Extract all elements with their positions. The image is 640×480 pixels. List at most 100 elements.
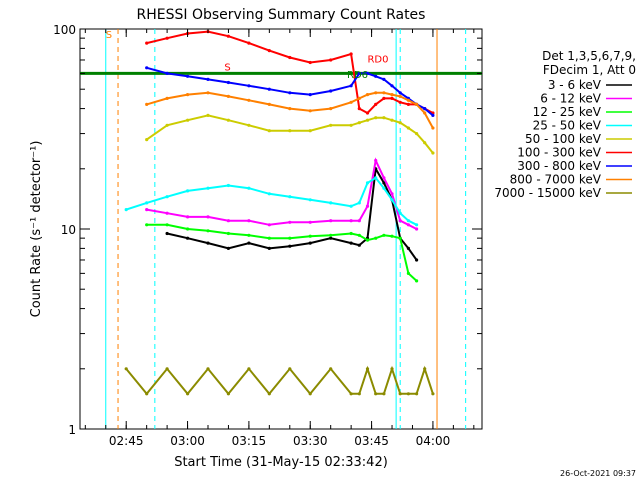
data-point <box>390 96 394 100</box>
series-1 <box>145 157 419 231</box>
series-3 <box>124 176 419 227</box>
data-point <box>329 123 333 127</box>
data-point <box>226 183 230 188</box>
annotation-label: S <box>224 63 230 74</box>
data-point <box>390 93 394 97</box>
legend-label: 300 - 800 keV <box>517 159 601 173</box>
data-point <box>349 219 353 223</box>
data-point <box>206 367 210 371</box>
data-point <box>308 129 312 133</box>
data-point <box>186 74 190 78</box>
data-point <box>423 367 427 371</box>
data-point <box>382 392 386 396</box>
data-point <box>226 94 230 98</box>
data-point <box>288 220 292 224</box>
data-point <box>329 233 333 237</box>
data-point <box>374 102 378 106</box>
data-point <box>288 107 292 111</box>
data-point <box>382 91 386 95</box>
data-point <box>365 111 370 115</box>
data-point <box>267 246 271 250</box>
data-point <box>415 132 419 136</box>
data-point <box>357 392 361 396</box>
data-point <box>374 91 378 95</box>
data-point <box>357 201 361 205</box>
data-point <box>329 58 333 62</box>
legend-label: 800 - 7000 keV <box>510 173 602 187</box>
data-point <box>226 246 230 250</box>
data-point <box>267 192 271 196</box>
data-point <box>406 271 410 275</box>
data-point <box>406 392 410 396</box>
data-point <box>329 236 333 240</box>
data-point <box>406 246 410 250</box>
legend-label: 50 - 100 keV <box>525 132 602 146</box>
data-point <box>431 151 435 155</box>
data-point <box>374 116 378 120</box>
data-point <box>431 113 435 117</box>
data-point <box>365 238 370 242</box>
data-point <box>186 189 190 193</box>
series-6 <box>145 66 435 117</box>
data-point <box>382 176 386 180</box>
data-point <box>365 204 370 208</box>
data-point <box>165 195 169 199</box>
data-point <box>415 392 419 396</box>
data-point <box>267 87 271 91</box>
data-point <box>145 102 149 106</box>
data-point <box>365 367 370 371</box>
data-point <box>349 241 353 245</box>
data-point <box>247 186 251 190</box>
data-point <box>226 80 230 85</box>
data-point <box>288 55 292 60</box>
data-point <box>365 93 370 97</box>
data-point <box>349 392 353 396</box>
x-tick-label: 03:00 <box>170 434 205 448</box>
data-point <box>308 60 312 65</box>
data-point <box>206 77 210 81</box>
data-point <box>226 34 230 38</box>
data-point <box>145 41 149 45</box>
data-point <box>390 367 394 371</box>
data-point <box>329 219 333 223</box>
data-point <box>288 195 292 199</box>
data-point <box>382 233 386 237</box>
data-point <box>124 367 128 371</box>
data-point <box>390 84 394 88</box>
data-point <box>267 129 271 133</box>
data-point <box>382 77 386 81</box>
series-7 <box>145 91 435 130</box>
data-point <box>145 223 149 227</box>
data-point <box>349 123 353 127</box>
data-point <box>415 258 419 262</box>
data-point <box>247 84 251 88</box>
data-point <box>145 208 149 212</box>
data-point <box>390 192 394 196</box>
x-tick-label: 02:45 <box>109 434 144 448</box>
data-point <box>357 219 361 223</box>
data-point <box>165 36 169 40</box>
data-point <box>226 219 230 223</box>
data-point <box>365 118 370 122</box>
y-tick-label: 100 <box>53 23 76 37</box>
data-point <box>145 66 149 70</box>
data-point <box>406 219 410 223</box>
data-point <box>374 176 378 180</box>
series-line <box>125 365 434 396</box>
data-point <box>398 236 402 240</box>
data-point <box>365 71 370 75</box>
series-line <box>146 114 434 154</box>
data-point <box>374 74 378 78</box>
data-point <box>145 201 149 205</box>
legend-label: 6 - 12 keV <box>540 92 602 106</box>
legend-label: 25 - 50 keV <box>533 119 602 133</box>
data-point <box>349 231 353 236</box>
y-tick-label: 10 <box>61 223 76 237</box>
data-point <box>415 279 419 283</box>
data-point <box>382 116 386 120</box>
data-point <box>124 208 128 212</box>
data-point <box>415 102 419 106</box>
data-point <box>267 223 271 227</box>
data-point <box>398 94 402 98</box>
